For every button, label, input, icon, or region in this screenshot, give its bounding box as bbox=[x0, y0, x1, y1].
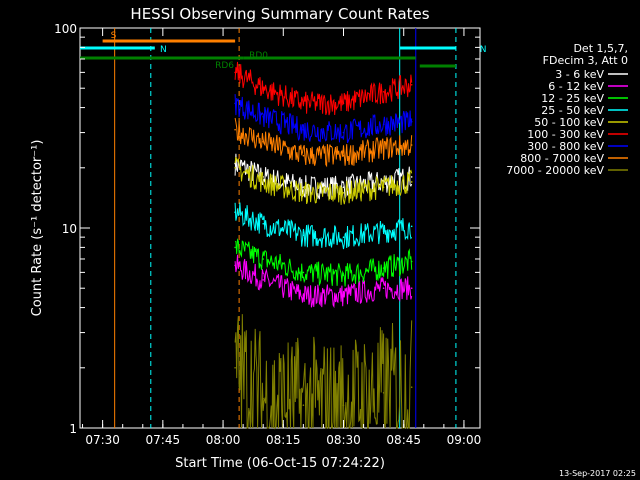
series-5-point-4 bbox=[382, 91, 385, 93]
series-6-point-2 bbox=[302, 128, 305, 131]
series-6-point-0 bbox=[234, 102, 236, 105]
x-axis: 07:30 07:45 08:00 08:15 08:30 08:45 09:00 bbox=[82, 28, 482, 447]
series-3-point-2 bbox=[302, 234, 305, 236]
series-1-point-3 bbox=[342, 294, 345, 297]
y-tick-label-1: 10 bbox=[62, 222, 77, 236]
series-2-point-4 bbox=[382, 267, 385, 269]
series-line-2 bbox=[234, 238, 413, 287]
series-line-7 bbox=[234, 117, 413, 168]
flag-label-RD6-3: RD6 bbox=[215, 61, 234, 71]
series-3-point-0 bbox=[234, 211, 236, 213]
flag-label-N-2: N bbox=[480, 45, 487, 55]
series-6-point-4 bbox=[382, 123, 385, 126]
series-3-point-1 bbox=[262, 223, 265, 225]
series-8-point-1 bbox=[262, 398, 265, 400]
series-3-point-5 bbox=[410, 225, 413, 228]
series-7-point-0 bbox=[234, 128, 236, 131]
series-4-point-4 bbox=[382, 186, 385, 188]
series-line-8 bbox=[234, 314, 413, 430]
series-1-point-5 bbox=[410, 287, 413, 290]
series-7-point-5 bbox=[410, 144, 413, 146]
legend-entry-3: 25 - 50 keV bbox=[541, 104, 604, 117]
legend-entry-0: 3 - 6 keV bbox=[555, 68, 604, 81]
legend-header-1: FDecim 3, Att 0 bbox=[543, 54, 628, 67]
series-0-point-5 bbox=[410, 176, 413, 178]
flag-bars: S N N RD6 RD0 bbox=[80, 31, 486, 71]
x-tick-label-6: 09:00 bbox=[447, 433, 482, 447]
series-2-point-5 bbox=[410, 260, 413, 263]
flag-label-S-0: S bbox=[111, 31, 117, 41]
series-8-point-4 bbox=[382, 392, 385, 394]
series-2-point-3 bbox=[342, 274, 345, 277]
chart-title: HESSI Observing Summary Count Rates bbox=[130, 5, 429, 23]
series-2-point-0 bbox=[234, 246, 236, 249]
x-tick-label-5: 08:45 bbox=[386, 433, 421, 447]
flag-label-RD0-4: RD0 bbox=[249, 51, 268, 61]
legend-entry-5: 100 - 300 keV bbox=[527, 128, 604, 141]
series-5-point-3 bbox=[342, 102, 345, 105]
x-axis-label: Start Time (06-Oct-15 07:24:22) bbox=[175, 456, 385, 471]
y-tick-label-2: 100 bbox=[54, 22, 77, 36]
x-tick-label-0: 07:30 bbox=[85, 433, 120, 447]
legend-entry-7: 800 - 7000 keV bbox=[520, 152, 604, 165]
legend-entry-2: 12 - 25 keV bbox=[541, 92, 604, 105]
series-6-point-1 bbox=[262, 115, 265, 118]
series-4-point-2 bbox=[302, 192, 305, 194]
x-tick-label-2: 08:00 bbox=[206, 433, 241, 447]
series-5-point-0 bbox=[234, 71, 236, 74]
series-2-point-1 bbox=[262, 258, 265, 260]
legend-entry-4: 50 - 100 keV bbox=[534, 116, 604, 129]
series-7-point-4 bbox=[382, 147, 385, 150]
series-line-6 bbox=[234, 94, 413, 144]
y-tick-label-0: 1 bbox=[69, 422, 77, 436]
x-tick-label-3: 08:15 bbox=[266, 433, 301, 447]
series-8-point-2 bbox=[302, 404, 305, 407]
series-line-4 bbox=[234, 156, 413, 205]
series-3-point-3 bbox=[342, 236, 345, 238]
series-7-point-1 bbox=[262, 140, 265, 143]
footer-timestamp: 13-Sep-2017 02:25 bbox=[559, 469, 636, 478]
series-4-point-5 bbox=[410, 181, 413, 183]
y-axis-label: Count Rate (s⁻¹ detector⁻¹) bbox=[30, 140, 45, 317]
legend-entry-1: 6 - 12 keV bbox=[548, 80, 604, 93]
series-1-point-2 bbox=[302, 294, 305, 297]
x-tick-label-4: 08:30 bbox=[326, 433, 361, 447]
x-tick-label-1: 07:45 bbox=[146, 433, 181, 447]
series-8-point-0 bbox=[234, 367, 236, 369]
series-1-point-4 bbox=[382, 287, 385, 290]
series-5-point-5 bbox=[410, 84, 413, 86]
series-line-5 bbox=[234, 61, 413, 116]
series-4-point-3 bbox=[342, 192, 345, 194]
series-4-point-0 bbox=[234, 167, 236, 169]
legend-entry-6: 300 - 800 keV bbox=[527, 140, 604, 153]
series-2-point-2 bbox=[302, 271, 305, 274]
series-3-point-4 bbox=[382, 230, 385, 233]
legend-header-0: Det 1,5,7, bbox=[573, 42, 628, 55]
series-5-point-2 bbox=[302, 102, 305, 105]
series-8-point-5 bbox=[410, 386, 413, 389]
series-group bbox=[234, 61, 413, 430]
series-4-point-1 bbox=[262, 181, 265, 183]
series-1-point-0 bbox=[234, 264, 236, 267]
flag-label-N-1: N bbox=[160, 45, 167, 55]
legend-entry-8: 7000 - 20000 keV bbox=[506, 164, 604, 177]
series-6-point-5 bbox=[410, 120, 413, 123]
series-7-point-3 bbox=[342, 154, 345, 157]
series-1-point-1 bbox=[262, 279, 265, 281]
series-6-point-3 bbox=[342, 131, 345, 134]
y-axis: 1 10 100 bbox=[54, 22, 480, 436]
series-line-3 bbox=[234, 202, 413, 250]
series-8-point-3 bbox=[342, 404, 345, 407]
series-0-point-3 bbox=[342, 186, 345, 188]
series-line-1 bbox=[234, 254, 413, 309]
series-7-point-2 bbox=[302, 154, 305, 157]
series-5-point-1 bbox=[262, 87, 265, 89]
